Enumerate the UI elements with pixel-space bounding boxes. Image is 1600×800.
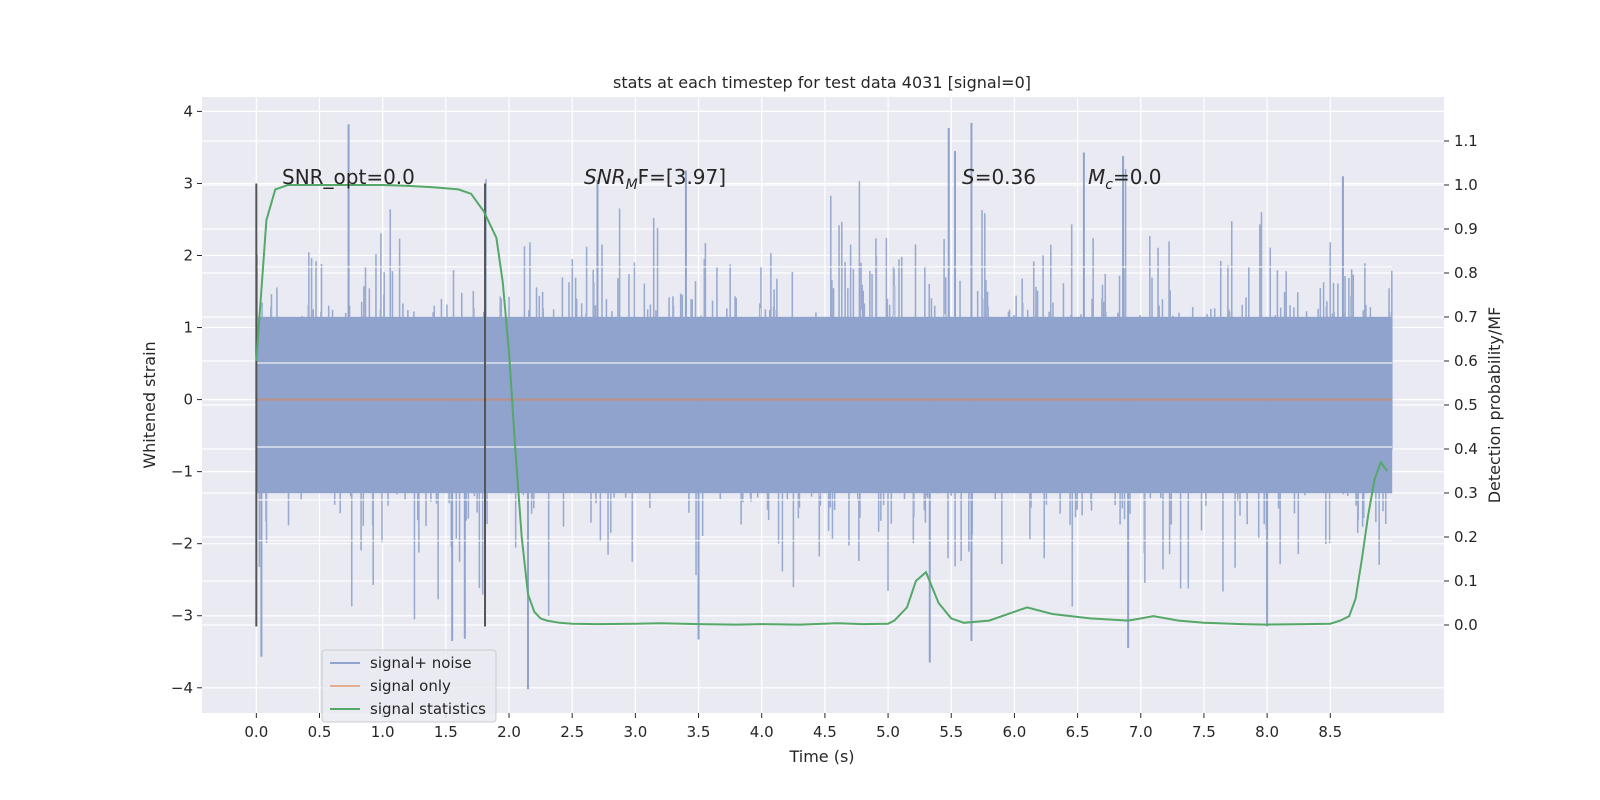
x-tick-label-1: 0.5 <box>308 723 332 741</box>
y-tick-label-7: −3 <box>171 607 193 625</box>
vertical-markers <box>255 183 487 627</box>
series-signal-noise <box>255 122 1393 690</box>
x-tick-label-15: 7.5 <box>1192 723 1216 741</box>
annotation-mc: Mc=0.0 <box>1088 165 1162 193</box>
annotation-mc-symbol: M <box>1088 165 1105 189</box>
x-tick-label-0: 0.0 <box>244 723 268 741</box>
y2-tick-label-9: 0.2 <box>1454 528 1478 546</box>
y2-axis-label: Detection probability/MF <box>1485 307 1504 504</box>
right-y-axis-ticks: 1.1 1.0 0.9 0.8 0.7 0.6 0.5 0.4 0.3 0.2 0.1 0.0 <box>1444 132 1478 634</box>
y-tick-label-3: 1 <box>183 319 193 337</box>
x-tick-label-2: 1.0 <box>371 723 395 741</box>
y2-tick-label-2: 0.9 <box>1454 220 1478 238</box>
x-tick-label-16: 8.0 <box>1255 723 1279 741</box>
y-tick-label-2: 2 <box>183 247 193 265</box>
y-tick-label-0: 4 <box>183 102 193 120</box>
x-axis-label: Time (s) <box>788 747 854 766</box>
annotation-s-value: =0.36 <box>975 165 1036 189</box>
y-tick-label-8: −4 <box>171 679 193 697</box>
annotation-snr-mf: SNRMF=[3.97] <box>584 165 726 193</box>
x-tick-label-9: 4.5 <box>813 723 837 741</box>
y-tick-label-5: −1 <box>171 463 193 481</box>
legend-label-signal-noise: signal+ noise <box>370 654 472 672</box>
signal-statistics-line <box>255 184 1388 626</box>
y2-tick-label-6: 0.5 <box>1454 396 1478 414</box>
x-tick-label-5: 2.5 <box>560 723 584 741</box>
x-tick-label-14: 7.0 <box>1129 723 1153 741</box>
legend-label-signal-statistics: signal statistics <box>370 700 486 718</box>
annotation-snr-mf-subscript: M <box>626 177 638 193</box>
x-axis-ticks: 0.0 0.5 1.0 1.5 2.0 2.5 3.0 3.5 4.0 4.5 5.0 5.5 6.0 6… <box>244 713 1342 741</box>
legend-box <box>321 649 497 723</box>
y-tick-label-4: 0 <box>183 391 193 409</box>
x-tick-label-4: 2.0 <box>497 723 521 741</box>
y-axis-label: Whitened strain <box>140 341 159 468</box>
y2-tick-label-10: 0.1 <box>1454 572 1478 590</box>
y2-tick-label-8: 0.3 <box>1454 484 1478 502</box>
x-tick-label-13: 6.5 <box>1066 723 1090 741</box>
x-tick-label-12: 6.0 <box>1002 723 1026 741</box>
y-tick-label-1: 3 <box>183 174 193 192</box>
y2-tick-label-7: 0.4 <box>1454 440 1478 458</box>
annotation-snr-opt: SNR_opt=0.0 <box>282 165 415 189</box>
annotation-mc-subscript: c <box>1105 177 1113 193</box>
annotation-snr-mf-value: F=[3.97] <box>638 165 726 189</box>
signal-noise-core-band <box>256 316 1393 494</box>
series-signal-statistics <box>255 184 1388 626</box>
annotation-snr-mf-symbol: SNR <box>584 165 626 189</box>
y2-tick-label-0: 1.1 <box>1454 132 1478 150</box>
x-tick-label-8: 4.0 <box>750 723 774 741</box>
x-tick-label-10: 5.0 <box>876 723 900 741</box>
legend: signal+ noise signal only signal statist… <box>321 649 497 723</box>
chart-title: stats at each timestep for test data 403… <box>613 73 1031 92</box>
annotation-s: S=0.36 <box>962 165 1036 189</box>
x-tick-label-7: 3.5 <box>687 723 711 741</box>
x-tick-label-3: 1.5 <box>434 723 458 741</box>
y2-tick-label-1: 1.0 <box>1454 176 1478 194</box>
y2-tick-label-5: 0.6 <box>1454 352 1478 370</box>
left-y-axis-ticks: 4 3 2 1 0 −1 −2 −3 −4 <box>171 102 202 697</box>
y2-tick-label-4: 0.7 <box>1454 308 1478 326</box>
legend-label-signal-only: signal only <box>370 677 451 695</box>
x-tick-label-11: 5.5 <box>939 723 963 741</box>
x-tick-label-17: 8.5 <box>1318 723 1342 741</box>
y2-tick-label-3: 0.8 <box>1454 264 1478 282</box>
y-tick-label-6: −2 <box>171 535 193 553</box>
y2-tick-label-11: 0.0 <box>1454 616 1478 634</box>
annotation-s-symbol: S <box>962 165 975 189</box>
x-tick-label-6: 3.0 <box>623 723 647 741</box>
annotation-mc-value: =0.0 <box>1113 165 1162 189</box>
